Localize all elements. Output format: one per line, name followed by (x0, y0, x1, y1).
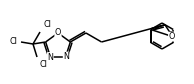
Text: Cl: Cl (9, 37, 17, 47)
Text: O: O (55, 28, 61, 37)
Text: O: O (168, 32, 175, 41)
Text: Cl: Cl (40, 60, 48, 69)
Text: Cl: Cl (44, 20, 52, 29)
Text: N: N (63, 52, 69, 61)
Text: N: N (47, 52, 53, 61)
